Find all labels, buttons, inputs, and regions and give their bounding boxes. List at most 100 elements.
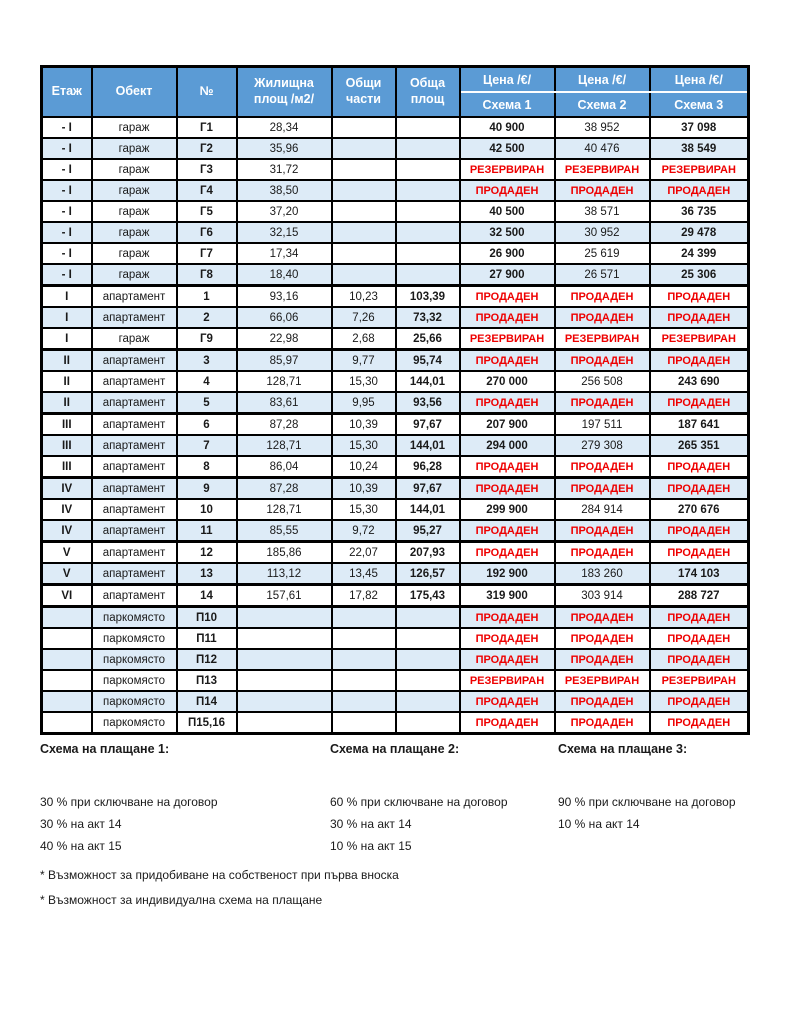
cell-price-scheme2: ПРОДАДЕН [553,519,651,543]
cell-living-area: 32,15 [235,221,333,244]
cell-object: паркомясто [90,690,178,713]
cell-living-area: 93,16 [235,284,333,308]
table-row: IV апартамент 9 87,28 10,39 97,67 ПРОДАДЕН ПРОД… [40,476,750,500]
cell-price-scheme1: 42 500 [458,137,556,160]
cell-price-scheme1: ПРОДАДЕН [458,690,556,713]
cell-living-area: 185,86 [235,540,333,564]
cell-common-area [330,242,397,265]
payment-scheme-2-title: Схема на плащане 2: [330,742,460,756]
cell-price-scheme3: 29 478 [648,221,750,244]
cell-number: 7 [175,434,238,457]
table-row: паркомясто П10 ПРОДАДЕН ПРОДАДЕН ПРОДАДЕН [40,605,750,629]
cell-common-area: 10,39 [330,412,397,436]
cell-total-area: 144,01 [394,434,461,457]
cell-object: апартамент [90,412,178,436]
cell-common-area: 7,26 [330,306,397,329]
table-row: III апартамент 8 86,04 10,24 96,28 ПРОДАДЕН ПРО… [40,455,750,479]
cell-price-scheme1: РЕЗЕРВИРАН [458,669,556,692]
cell-living-area: 35,96 [235,137,333,160]
cell-living-area: 18,40 [235,263,333,287]
cell-price-scheme2: 38 952 [553,116,651,139]
footnote: * Възможност за придобиване на собствено… [40,868,399,882]
cell-price-scheme2: 256 508 [553,370,651,393]
cell-price-scheme1: 207 900 [458,412,556,436]
cell-object: апартамент [90,434,178,457]
col-header-common-area-line2: части [346,92,381,106]
cell-common-area: 22,07 [330,540,397,564]
cell-number: Г3 [175,158,238,181]
cell-common-area [330,648,397,671]
cell-common-area [330,179,397,202]
cell-number: 6 [175,412,238,436]
cell-price-scheme3: ПРОДАДЕН [648,455,750,479]
cell-price-scheme3: ПРОДАДЕН [648,391,750,415]
table-row: IV апартамент 10 128,71 15,30 144,01 299 900 28… [40,498,750,521]
cell-number: Г6 [175,221,238,244]
cell-total-area [394,221,461,244]
cell-price-scheme3: 187 641 [648,412,750,436]
price-table: Етаж Обект № Жилищна площ /м2/ Общи част… [40,65,750,735]
cell-floor: - I [40,221,93,244]
col-header-living-area: Жилищна площ /м2/ [235,65,333,118]
cell-price-scheme1: 319 900 [458,583,556,608]
cell-common-area: 9,95 [330,391,397,415]
cell-price-scheme3: 288 727 [648,583,750,608]
cell-object: апартамент [90,498,178,521]
col-header-price-2: Цена /€/ [553,65,651,93]
cell-total-area [394,116,461,139]
cell-common-area: 15,30 [330,498,397,521]
cell-common-area: 15,30 [330,434,397,457]
payment-scheme-2-line: 60 % при сключване на договор [330,795,508,809]
cell-price-scheme3: 25 306 [648,263,750,287]
cell-price-scheme3: 265 351 [648,434,750,457]
cell-object: гараж [90,242,178,265]
payment-scheme-1-line: 30 % на акт 14 [40,817,122,831]
cell-number: П12 [175,648,238,671]
cell-price-scheme1: ПРОДАДЕН [458,455,556,479]
col-header-floor: Етаж [40,65,93,118]
cell-total-area: 93,56 [394,391,461,415]
payment-scheme-2: Схема на плащане 2: 60 % при сключване н… [330,742,610,862]
cell-price-scheme1: 192 900 [458,562,556,586]
cell-floor: III [40,412,93,436]
cell-common-area: 10,24 [330,455,397,479]
cell-price-scheme3: ПРОДАДЕН [648,690,750,713]
cell-price-scheme2: ПРОДАДЕН [553,348,651,372]
cell-total-area: 96,28 [394,455,461,479]
cell-number: 10 [175,498,238,521]
col-header-price-3-label: Цена /€/ [674,72,723,87]
cell-price-scheme3: ПРОДАДЕН [648,627,750,650]
cell-floor: - I [40,263,93,287]
table-row: IV апартамент 11 85,55 9,72 95,27 ПРОДАДЕН ПРОД… [40,519,750,543]
cell-price-scheme1: 40 900 [458,116,556,139]
col-header-scheme-3-label: Схема 3 [674,97,724,112]
cell-floor: VI [40,583,93,608]
cell-living-area: 128,71 [235,370,333,393]
cell-floor: II [40,348,93,372]
cell-price-scheme3: 270 676 [648,498,750,521]
cell-number: Г1 [175,116,238,139]
cell-price-scheme2: ПРОДАДЕН [553,711,651,735]
cell-common-area: 9,72 [330,519,397,543]
table-row: VI апартамент 14 157,61 17,82 175,43 319 900 30… [40,583,750,608]
cell-total-area: 97,67 [394,412,461,436]
cell-number: Г7 [175,242,238,265]
cell-price-scheme1: РЕЗЕРВИРАН [458,158,556,181]
cell-object: гараж [90,137,178,160]
cell-number: П15,16 [175,711,238,735]
col-header-price-1-label: Цена /€/ [482,72,532,87]
cell-price-scheme2: РЕЗЕРВИРАН [553,327,651,351]
cell-living-area: 85,55 [235,519,333,543]
cell-floor [40,711,93,735]
cell-common-area [330,690,397,713]
cell-price-scheme2: ПРОДАДЕН [553,455,651,479]
col-header-scheme-2: Схема 2 [553,91,651,118]
cell-number: 14 [175,583,238,608]
cell-price-scheme2: 197 511 [553,412,651,436]
